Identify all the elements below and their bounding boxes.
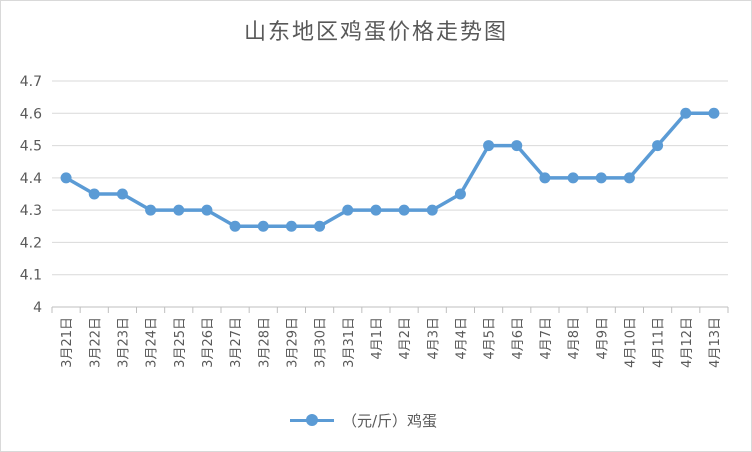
- data-point: [229, 220, 241, 232]
- data-point: [314, 220, 326, 232]
- y-tick-label: 4.7: [20, 74, 42, 90]
- series-layer: [60, 107, 720, 232]
- x-tick-label: 3月21日: [60, 317, 75, 368]
- y-tick-label: 4: [33, 300, 42, 316]
- legend-label: （元/斤）鸡蛋: [342, 411, 438, 430]
- data-point: [680, 107, 692, 119]
- legend: （元/斤）鸡蛋: [290, 408, 437, 432]
- data-point: [652, 140, 664, 152]
- x-tick-label: 4月7日: [539, 317, 554, 360]
- x-tick-label: 4月10日: [623, 317, 638, 368]
- data-point: [595, 172, 607, 184]
- data-point: [483, 140, 495, 152]
- x-tick-label: 4月9日: [595, 317, 610, 360]
- data-point: [201, 204, 213, 216]
- x-tick-label: 3月29日: [285, 317, 300, 368]
- legend-marker: [290, 413, 334, 426]
- data-point: [454, 188, 466, 200]
- data-point: [342, 204, 354, 216]
- x-tick-label: 3月28日: [257, 317, 272, 368]
- x-tick-label: 4月12日: [680, 317, 695, 368]
- x-tick-label: 4月6日: [511, 317, 526, 360]
- series-line: [65, 111, 714, 229]
- data-point: [145, 204, 157, 216]
- x-tick-label: 4月5日: [483, 317, 498, 360]
- x-tick-label: 3月31日: [342, 317, 357, 368]
- chart-title: 山东地区鸡蛋价格走势图: [243, 20, 508, 45]
- x-axis-ticks: 3月21日 3月22日 3月23日 3月24日 3月25日 3月26日 3月27日 3月28日…: [51, 307, 729, 368]
- data-point: [257, 220, 269, 232]
- data-point: [511, 140, 523, 152]
- data-point: [370, 204, 382, 216]
- data-point: [567, 172, 579, 184]
- x-tick-label: 4月1日: [370, 317, 385, 360]
- x-tick-label: 3月23日: [116, 317, 131, 368]
- data-point: [426, 204, 438, 216]
- data-point: [285, 220, 297, 232]
- data-point: [539, 172, 551, 184]
- data-point: [623, 172, 635, 184]
- data-point: [173, 204, 185, 216]
- x-tick-label: 4月3日: [426, 317, 441, 360]
- x-tick-label: 4月13日: [708, 317, 723, 368]
- gridlines: [52, 80, 728, 308]
- x-tick-label: 4月4日: [454, 317, 469, 360]
- x-tick-label: 3月24日: [145, 317, 160, 368]
- data-point: [398, 204, 410, 216]
- data-point: [60, 172, 72, 184]
- x-tick-label: 4月8日: [567, 317, 582, 360]
- data-point: [116, 188, 128, 200]
- x-tick-label: 3月27日: [229, 317, 244, 368]
- y-axis-ticks: 4 4.1 4.2 4.3 4.4 4.5 4.6 4.7: [20, 74, 42, 316]
- y-tick-label: 4.3: [20, 203, 42, 219]
- x-tick-label: 3月25日: [173, 317, 188, 368]
- x-tick-label: 3月22日: [88, 317, 103, 368]
- y-tick-label: 4.2: [20, 235, 42, 251]
- x-tick-label: 3月26日: [201, 317, 216, 368]
- y-tick-label: 4.4: [20, 171, 42, 187]
- x-tick-label: 4月2日: [398, 317, 413, 360]
- x-tick-label: 3月30日: [314, 317, 329, 368]
- y-tick-label: 4.5: [20, 139, 42, 155]
- data-point: [88, 188, 100, 200]
- y-tick-label: 4.1: [20, 268, 42, 284]
- data-point: [708, 107, 720, 119]
- x-tick-label: 4月11日: [652, 317, 667, 368]
- y-tick-label: 4.6: [20, 106, 42, 122]
